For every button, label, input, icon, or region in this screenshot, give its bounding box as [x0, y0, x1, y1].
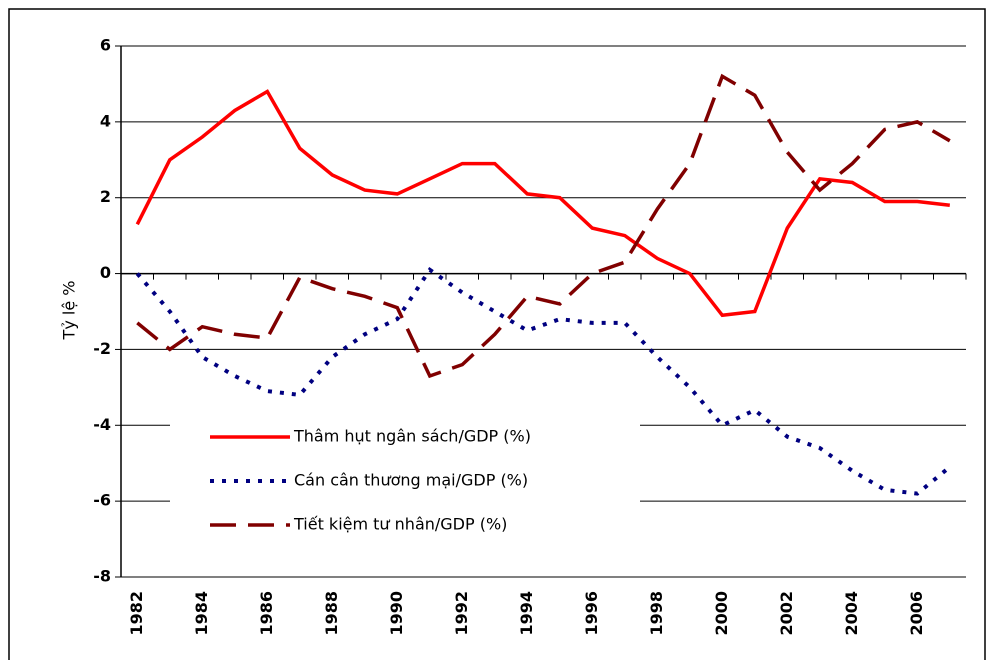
legend-label: Tiết kiệm tư nhân/GDP (%): [293, 515, 507, 534]
frame: [8, 8, 986, 660]
y-tick-label: 2: [100, 187, 111, 206]
y-tick-label: 0: [100, 263, 111, 282]
series-line: [135, 89, 951, 318]
y-tick-label: -6: [93, 491, 111, 510]
x-tick-label: 1996: [582, 591, 601, 636]
legend-label: Thâm hụt ngân sách/GDP (%): [293, 427, 531, 446]
y-tick-label: -8: [93, 567, 111, 586]
y-tick-label: 4: [100, 111, 111, 130]
series-line: [135, 266, 952, 496]
y-tick-label: 6: [100, 36, 111, 55]
legend-label: Cán cân thương mại/GDP (%): [294, 471, 528, 490]
x-tick-label: 2004: [842, 591, 861, 636]
x-tick-label: 1988: [322, 591, 341, 636]
x-tick-label: 2000: [712, 591, 731, 636]
y-tick-label: -4: [93, 415, 111, 434]
x-tick-label: 1998: [647, 591, 666, 636]
series-line: [136, 73, 951, 379]
legend: Thâm hụt ngân sách/GDP (%) Cán cân thương…: [170, 412, 640, 544]
x-tick-label: 2002: [777, 591, 796, 636]
x-tick-label: 1994: [517, 591, 536, 636]
x-tick-label: 1992: [452, 591, 471, 636]
x-tick-label: 1990: [387, 591, 406, 636]
x-tick-label: 1984: [192, 591, 211, 636]
y-axis-label: Tỷ lệ %: [60, 281, 79, 341]
x-tick-label: 1982: [127, 591, 146, 636]
x-tick-label: 2006: [907, 591, 926, 636]
y-tick-label: -2: [93, 339, 111, 358]
legend-box: [170, 412, 640, 544]
x-tick-label: 1986: [257, 591, 276, 636]
